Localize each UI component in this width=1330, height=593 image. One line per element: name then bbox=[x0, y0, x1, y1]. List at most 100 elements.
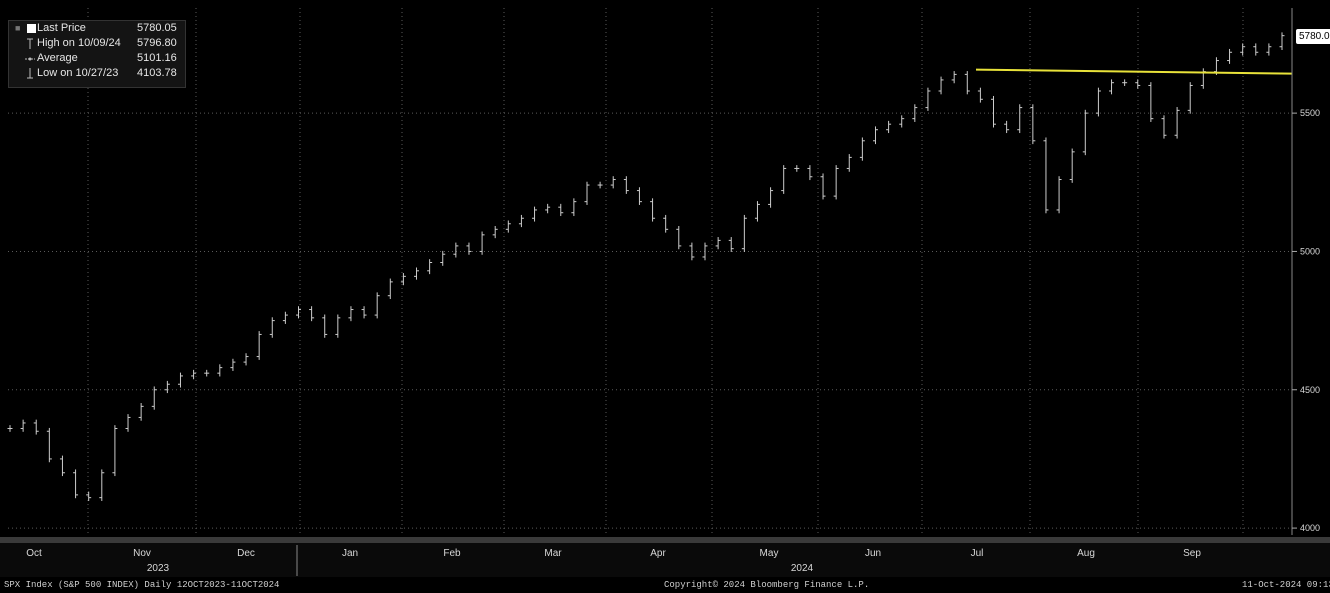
legend-label: High on 10/09/24 bbox=[37, 37, 121, 49]
last-price-swatch bbox=[27, 24, 36, 33]
price-bar bbox=[1030, 104, 1036, 145]
price-bar bbox=[309, 306, 315, 322]
price-bar bbox=[571, 198, 577, 217]
price-bars bbox=[7, 32, 1285, 501]
price-bar bbox=[505, 220, 511, 233]
price-bar bbox=[466, 242, 472, 255]
price-bar bbox=[846, 154, 852, 172]
price-bar bbox=[925, 87, 931, 111]
price-bar bbox=[558, 203, 564, 217]
price-bar bbox=[400, 273, 406, 286]
price-bar bbox=[532, 206, 538, 222]
price-bar bbox=[243, 353, 249, 366]
price-bar bbox=[295, 306, 301, 319]
legend-value: 4103.78 bbox=[137, 67, 177, 79]
price-bar bbox=[781, 165, 787, 194]
year-label: 2023 bbox=[147, 563, 170, 574]
price-bar bbox=[1056, 176, 1062, 214]
price-bar bbox=[938, 76, 944, 95]
price-bar bbox=[820, 173, 826, 200]
price-bar bbox=[230, 358, 236, 371]
x-tick-label: Apr bbox=[650, 548, 666, 559]
price-bar bbox=[912, 104, 918, 122]
price-bar bbox=[663, 214, 669, 233]
price-bar bbox=[1004, 120, 1010, 134]
price-bar bbox=[414, 267, 420, 280]
price-bar bbox=[1227, 48, 1233, 64]
price-bar bbox=[335, 314, 341, 338]
price-bar bbox=[112, 425, 118, 477]
footer-copyright: Copyright© 2024 Bloomberg Finance L.P. bbox=[664, 580, 870, 590]
price-bar bbox=[1161, 115, 1167, 139]
y-tick-label: 5000 bbox=[1300, 246, 1320, 256]
price-bar bbox=[1135, 79, 1141, 89]
footer-bar: SPX Index (S&P 500 INDEX) Daily 12OCT202… bbox=[0, 578, 1330, 593]
price-bar bbox=[977, 87, 983, 103]
x-tick-label: Jun bbox=[865, 548, 881, 559]
price-bar bbox=[872, 126, 878, 145]
legend-high: High on 10/09/24 5796.80 bbox=[9, 36, 185, 51]
price-bar bbox=[584, 181, 590, 205]
legend-low: Low on 10/27/23 4103.78 bbox=[9, 66, 185, 81]
grid bbox=[8, 8, 1292, 535]
price-bar bbox=[768, 187, 774, 208]
price-bar bbox=[33, 419, 39, 435]
x-tick-label: May bbox=[760, 548, 779, 559]
price-bar bbox=[951, 71, 957, 84]
price-bar bbox=[597, 181, 603, 189]
price-bar bbox=[741, 214, 747, 252]
legend-average: Average 5101.16 bbox=[9, 51, 185, 66]
price-bar bbox=[46, 427, 52, 463]
price-bar bbox=[886, 120, 892, 134]
price-bar bbox=[689, 242, 695, 261]
legend-value: 5101.16 bbox=[137, 52, 177, 64]
low-marker-icon bbox=[25, 66, 35, 81]
footer-security: SPX Index (S&P 500 INDEX) Daily 12OCT202… bbox=[4, 580, 280, 590]
price-bar bbox=[899, 115, 905, 128]
price-bar bbox=[99, 469, 105, 501]
x-tick-label: Jan bbox=[342, 548, 358, 559]
time-scroll-bar[interactable] bbox=[0, 537, 1330, 543]
x-tick-label: Nov bbox=[133, 548, 151, 559]
y-tick-label: 4000 bbox=[1300, 523, 1320, 533]
x-axis: Oct Nov Dec Jan Feb Mar Apr May Jun Jul Aug Sep 2023… bbox=[0, 537, 1330, 577]
price-bar bbox=[20, 419, 26, 432]
price-bar bbox=[1187, 82, 1193, 114]
price-bar bbox=[807, 165, 813, 181]
x-tick-label: Jul bbox=[971, 548, 984, 559]
price-bar bbox=[73, 469, 79, 499]
x-tick-label: Dec bbox=[237, 548, 255, 559]
price-bar bbox=[492, 225, 498, 239]
y-axis: 4000 4500 5000 5500 bbox=[1291, 8, 1320, 535]
price-bar bbox=[991, 95, 997, 128]
price-bar bbox=[138, 403, 144, 421]
x-axis-band bbox=[0, 543, 1330, 577]
legend-value: 5796.80 bbox=[137, 37, 177, 49]
year-label: 2024 bbox=[791, 563, 814, 574]
price-bar bbox=[1095, 87, 1101, 117]
price-bar bbox=[1200, 68, 1206, 89]
price-bar bbox=[1279, 32, 1285, 51]
price-bar bbox=[177, 372, 183, 388]
average-marker-icon bbox=[25, 51, 35, 66]
price-bar bbox=[151, 386, 157, 410]
price-bar bbox=[164, 380, 170, 394]
legend-label: Last Price bbox=[37, 22, 86, 34]
high-marker-icon bbox=[25, 36, 35, 51]
price-bar bbox=[859, 137, 865, 161]
price-bar bbox=[623, 176, 629, 194]
price-bar bbox=[374, 292, 380, 319]
y-tick-label: 4500 bbox=[1300, 385, 1320, 395]
price-bar bbox=[348, 306, 354, 322]
price-bar bbox=[1109, 79, 1115, 95]
legend-collapse-icon[interactable]: ■ bbox=[15, 23, 21, 33]
price-bar bbox=[440, 250, 446, 266]
price-bar bbox=[1082, 109, 1088, 156]
price-bar bbox=[479, 231, 485, 255]
legend-value: 5780.05 bbox=[137, 22, 177, 34]
price-bar bbox=[1253, 43, 1259, 56]
y-tick-label: 5500 bbox=[1300, 108, 1320, 118]
price-bar bbox=[453, 242, 459, 258]
price-bar bbox=[1148, 82, 1154, 122]
